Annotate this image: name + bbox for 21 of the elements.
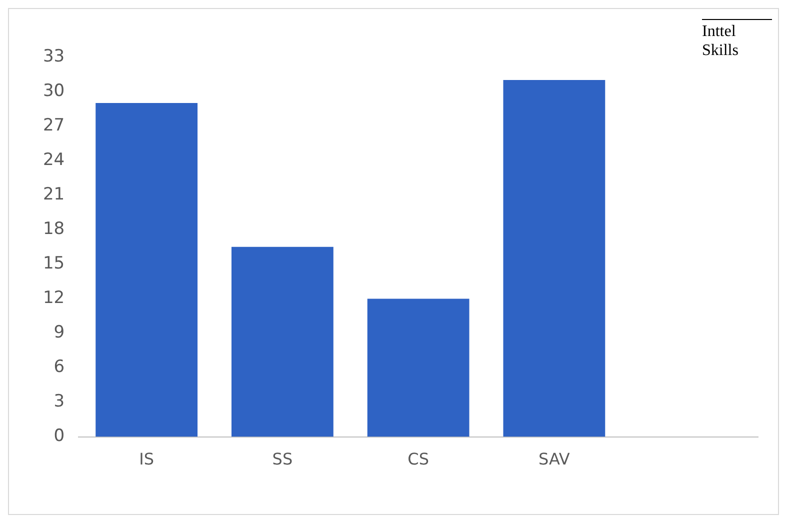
y-tick-label: 12 (42, 288, 65, 308)
y-tick-label: 24 (42, 150, 65, 170)
y-tick-label: 3 (54, 392, 65, 412)
y-tick-label: 27 (42, 115, 65, 136)
x-tick-label: CS (408, 450, 429, 469)
y-tick-label: 6 (54, 357, 65, 378)
y-tick-label: 15 (42, 254, 65, 274)
x-tick-label: SS (272, 450, 293, 469)
annotation: Inttel Skills (702, 19, 772, 60)
y-tick-label: 0 (54, 426, 65, 446)
y-tick-label: 21 (42, 184, 65, 205)
y-tick-label: 30 (42, 80, 65, 101)
bar (503, 80, 606, 437)
bar (96, 103, 198, 437)
x-tick-label: SAV (538, 450, 570, 469)
y-tick-label: 18 (42, 219, 65, 240)
bar (367, 298, 470, 437)
y-tick-label: 9 (54, 322, 65, 343)
y-tick-label: 33 (42, 46, 65, 66)
bar (231, 246, 334, 437)
x-tick-label: IS (139, 450, 154, 469)
